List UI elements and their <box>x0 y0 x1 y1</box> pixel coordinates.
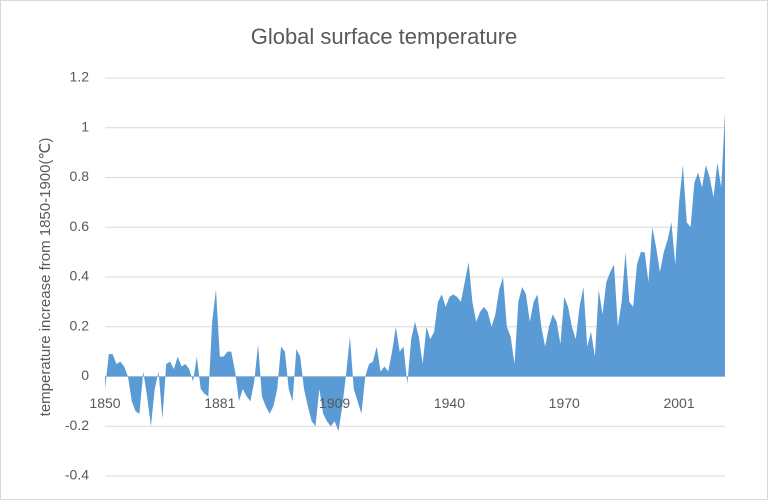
x-tick-label: 1909 <box>319 395 350 411</box>
x-tick-label: 1881 <box>204 395 235 411</box>
y-tick-label: 1 <box>81 118 89 134</box>
chart-title: Global surface temperature <box>251 24 518 49</box>
y-tick-label: 0.8 <box>70 168 90 184</box>
y-tick-label: -0.4 <box>65 467 89 483</box>
y-tick-label: 0 <box>81 367 89 383</box>
y-tick-label: 0.2 <box>70 317 90 333</box>
x-tick-label: 1970 <box>549 395 580 411</box>
x-tick-label: 1940 <box>434 395 465 411</box>
area <box>105 112 725 432</box>
x-tick-label: 2001 <box>663 395 694 411</box>
y-tick-label: 1.2 <box>70 69 90 85</box>
y-tick-label: 0.4 <box>70 268 90 284</box>
y-tick-label: 0.6 <box>70 218 90 234</box>
y-axis-label: temperature increase from 1850-1900(℃) <box>37 138 54 417</box>
x-tick-label: 1850 <box>89 395 120 411</box>
y-tick-label: -0.2 <box>65 417 89 433</box>
